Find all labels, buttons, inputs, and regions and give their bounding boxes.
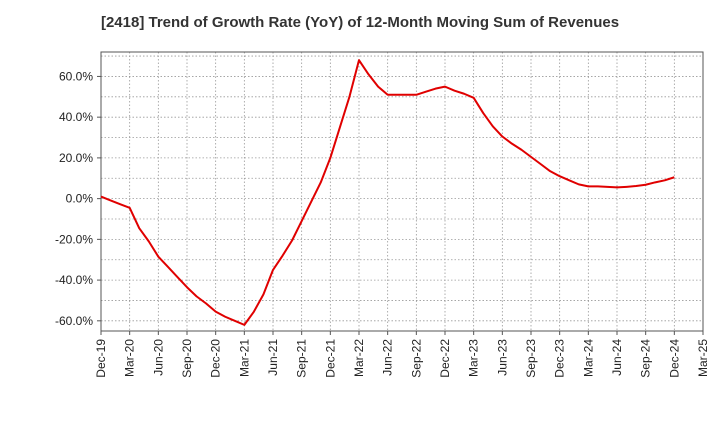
x-tick-label: Dec-19 [94,339,108,378]
x-tick-label: Jun-22 [381,339,395,376]
x-tick-label: Sep-22 [409,339,423,378]
x-tick-label: Mar-24 [581,339,595,377]
x-tick-label: Dec-23 [553,339,567,378]
plot-area-frame [100,51,704,332]
y-tick-label: -60.0% [55,314,93,328]
grid [100,52,704,331]
y-tick-label: -20.0% [55,232,93,246]
chart-title: [2418] Trend of Growth Rate (YoY) of 12-… [100,14,620,31]
x-tick-label: Dec-24 [667,339,681,378]
x-tick-label: Sep-20 [180,339,194,378]
series-line [100,59,675,326]
x-tick-label: Mar-25 [696,339,710,377]
x-tick-label: Jun-23 [495,339,509,376]
y-axis-ticks: 60.0% 40.0% 20.0% 0.0% -20.0% -40.0% -60.0% [55,69,101,328]
x-tick-label: Jun-20 [151,339,165,376]
x-tick-label: Sep-21 [295,339,309,378]
x-tick-label: Sep-23 [524,339,538,378]
x-axis-ticks: Dec-19 Mar-20 Jun-20 Sep-20 Dec-20 Mar-21 Jun-… [94,331,710,378]
x-tick-label: Dec-20 [209,339,223,378]
x-tick-label: Sep-24 [639,339,653,378]
y-tick-label: 40.0% [59,110,93,124]
x-tick-label: Dec-22 [438,339,452,378]
y-tick-label: 20.0% [59,151,93,165]
y-tick-label: 0.0% [66,192,94,206]
y-tick-label: 60.0% [59,69,93,83]
series-layer [100,59,675,326]
x-tick-label: Dec-21 [323,339,337,378]
x-tick-label: Jun-24 [610,339,624,376]
x-tick-label: Jun-21 [266,339,280,376]
x-tick-label: Mar-23 [467,339,481,377]
x-tick-label: Mar-20 [123,339,137,377]
x-tick-label: Mar-21 [237,339,251,377]
x-tick-label: Mar-22 [352,339,366,377]
y-tick-label: -40.0% [55,273,93,287]
